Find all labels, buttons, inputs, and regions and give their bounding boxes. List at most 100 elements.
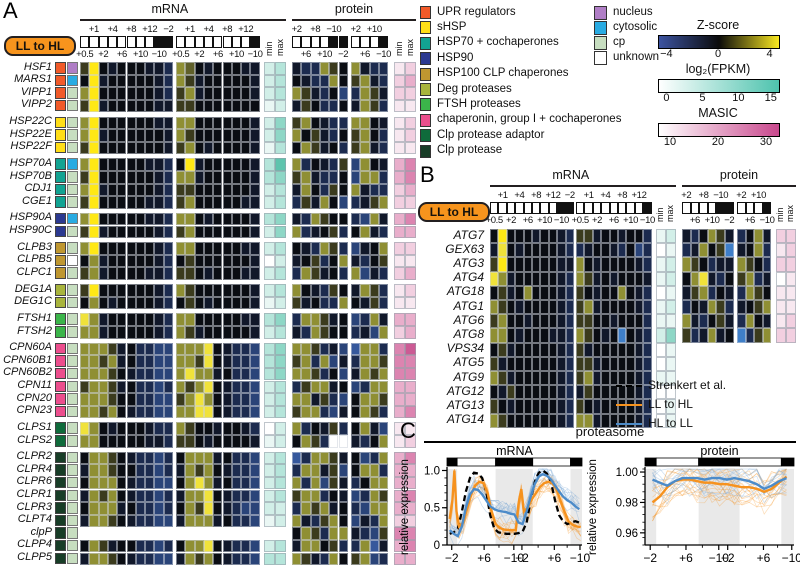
heatmap-cell: [301, 435, 311, 448]
timepoint-label: +2: [681, 190, 692, 201]
heatmap-cell: [360, 296, 370, 310]
heatmap-cell: [176, 129, 186, 142]
fpkm-cell: [666, 385, 676, 400]
heatmap-cell: [80, 183, 90, 197]
heatmap-cell: [557, 342, 566, 357]
heatmap-cell: [135, 242, 146, 255]
masic-cell: [394, 99, 405, 113]
heatmap-cell: [643, 399, 652, 414]
gene-label: CLPB5: [17, 253, 52, 266]
heatmap-cell: [532, 399, 541, 414]
heatmap-cell: [98, 502, 108, 515]
daynight-strip: [163, 36, 173, 48]
heatmap-cell: [194, 87, 204, 100]
masic-colorbar-title: MASIC: [698, 106, 738, 120]
daynight-strip: [540, 202, 549, 214]
heatmap-cell: [310, 539, 320, 553]
heatmap-cell: [643, 285, 652, 300]
heatmap-cell: [250, 367, 260, 381]
heatmap-cell: [107, 284, 118, 297]
gene-label: FTSH1: [17, 311, 52, 324]
heatmap-cell: [634, 371, 644, 386]
heatmap-cell: [154, 158, 164, 171]
heatmap-cell: [498, 328, 507, 343]
heatmap-cell: [185, 552, 195, 566]
heatmap-cell: [117, 552, 127, 566]
heatmap-cell: [98, 267, 108, 280]
fpkm-cell: [264, 342, 275, 356]
fpkm-colorbar: [658, 79, 780, 93]
heatmap-cell: [351, 451, 361, 465]
masic-cell: [405, 74, 416, 88]
heatmap-cell: [80, 267, 90, 280]
heatmap-cell: [329, 225, 339, 239]
heatmap-cell: [89, 74, 99, 88]
svg-text:0: 0: [434, 540, 440, 552]
localization-swatch: [67, 284, 78, 296]
heatmap-cell: [250, 87, 260, 100]
heatmap-cell: [319, 158, 330, 171]
heatmap-cell: [292, 464, 302, 477]
heatmap-cell: [203, 451, 214, 465]
heatmap-cell: [506, 271, 516, 286]
heatmap-cell: [135, 435, 146, 448]
heatmap-cell: [310, 242, 320, 255]
heatmap-cell: [548, 300, 558, 315]
heatmap-cell: [145, 99, 155, 113]
heatmap-cell: [241, 212, 251, 226]
heatmap-cell: [548, 356, 558, 371]
daynight-strip: [360, 36, 370, 48]
heatmap-cell: [203, 405, 214, 419]
panel-c-label: C: [400, 418, 416, 443]
heatmap-cell: [89, 62, 99, 75]
heatmap-cell: [329, 196, 339, 209]
heatmap-cell: [176, 284, 186, 297]
heatmap-cell: [231, 225, 242, 239]
daynight-strip: [231, 36, 242, 48]
category-swatch: [55, 225, 66, 238]
heatmap-cell: [634, 271, 644, 286]
heatmap-cell: [231, 62, 242, 75]
timepoint-label: −2: [163, 24, 174, 35]
heatmap-cell: [584, 300, 593, 315]
heatmap-cell: [117, 242, 127, 255]
heatmap-cell: [498, 371, 507, 386]
heatmap-cell: [213, 451, 223, 465]
daynight-strip: [80, 36, 90, 48]
heatmap-cell: [185, 196, 195, 209]
heatmap-cell: [203, 74, 214, 88]
masic-cell: [405, 464, 416, 477]
masic-cell: [405, 129, 416, 142]
heatmap-cell: [203, 502, 214, 515]
heatmap-cell: [89, 171, 99, 184]
heatmap-cell: [301, 158, 311, 171]
heatmap-cell: [194, 74, 204, 88]
heatmap-cell: [310, 62, 320, 75]
heatmap-cell: [557, 413, 566, 428]
daynight-strip: [737, 202, 746, 214]
heatmap-cell: [369, 158, 379, 171]
heatmap-cell: [498, 285, 507, 300]
category-legend-swatch: [420, 83, 431, 96]
heatmap-cell: [378, 464, 389, 477]
heatmap-cell: [222, 171, 232, 184]
daynight-strip: [89, 36, 99, 48]
heatmap-cell: [107, 87, 118, 100]
heatmap-cell: [154, 393, 164, 406]
heatmap-cell: [107, 476, 118, 490]
heatmap-cell: [310, 342, 320, 356]
heatmap-cell: [523, 342, 532, 357]
y-axis-label: relative expression: [399, 459, 411, 555]
daynight-strip: [725, 202, 734, 214]
daynight-strip: [203, 36, 214, 48]
heatmap-cell: [369, 99, 379, 113]
heatmap-cell: [378, 355, 389, 368]
heatmap-cell: [203, 158, 214, 171]
protein-section-title: protein: [719, 168, 759, 182]
heatmap-cell: [351, 141, 361, 155]
heatmap-cell: [185, 212, 195, 226]
heatmap-cell: [351, 355, 361, 368]
masic-cell: [776, 285, 786, 300]
heatmap-cell: [699, 285, 708, 300]
heatmap-cell: [369, 296, 379, 310]
